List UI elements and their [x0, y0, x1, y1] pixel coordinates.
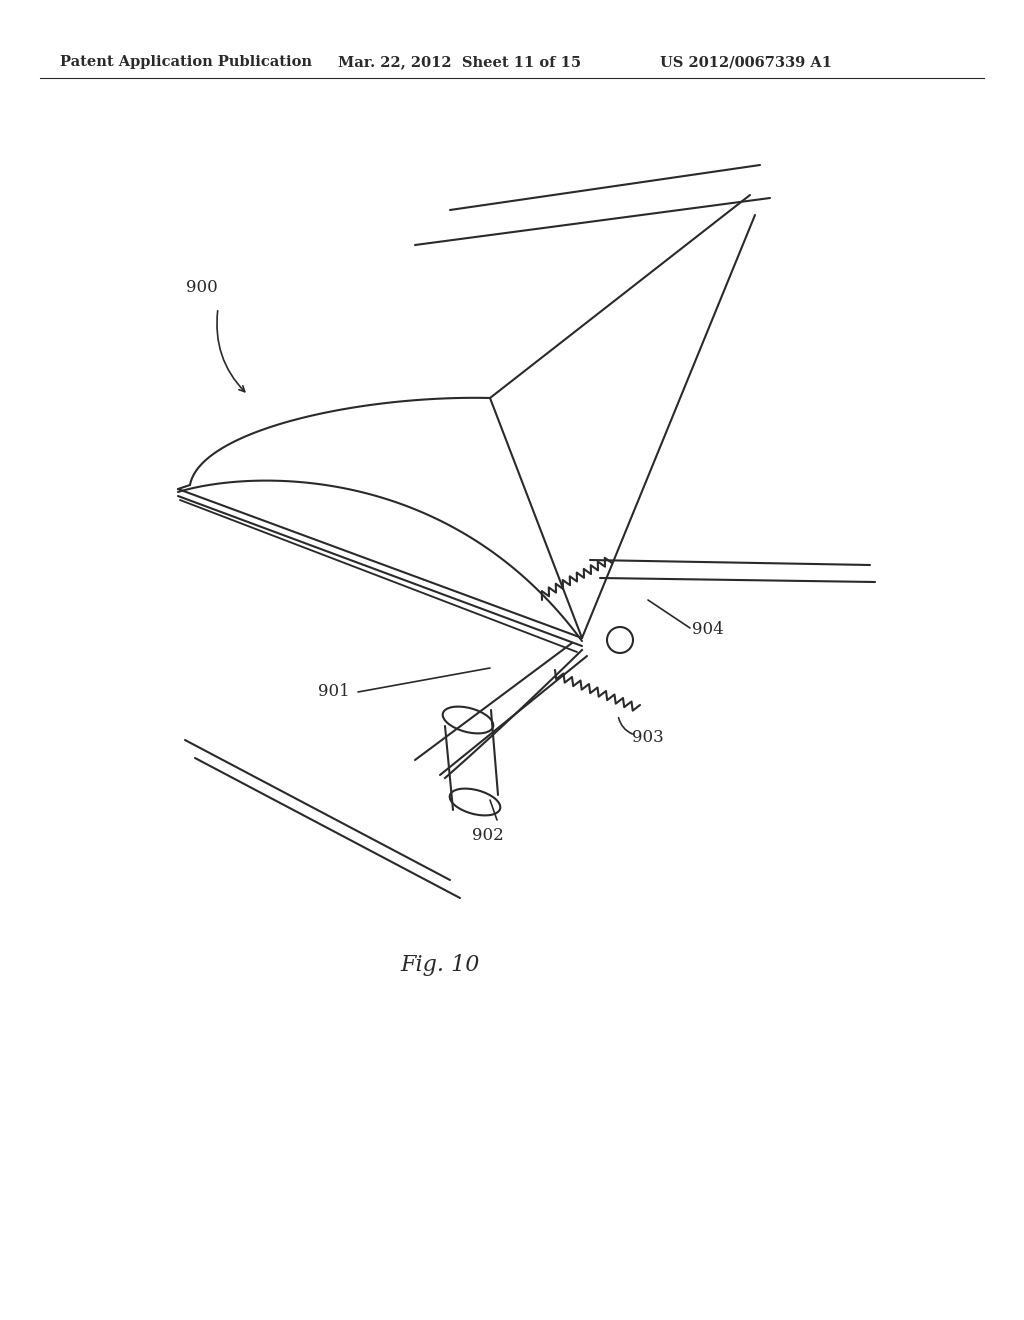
Text: Mar. 22, 2012  Sheet 11 of 15: Mar. 22, 2012 Sheet 11 of 15	[338, 55, 582, 69]
Text: 901: 901	[318, 684, 350, 701]
Text: 904: 904	[692, 622, 724, 639]
Text: US 2012/0067339 A1: US 2012/0067339 A1	[660, 55, 831, 69]
Text: 902: 902	[472, 826, 504, 843]
Text: Fig. 10: Fig. 10	[400, 954, 479, 975]
Text: Patent Application Publication: Patent Application Publication	[60, 55, 312, 69]
Text: 900: 900	[186, 280, 218, 297]
Text: 903: 903	[632, 730, 664, 747]
